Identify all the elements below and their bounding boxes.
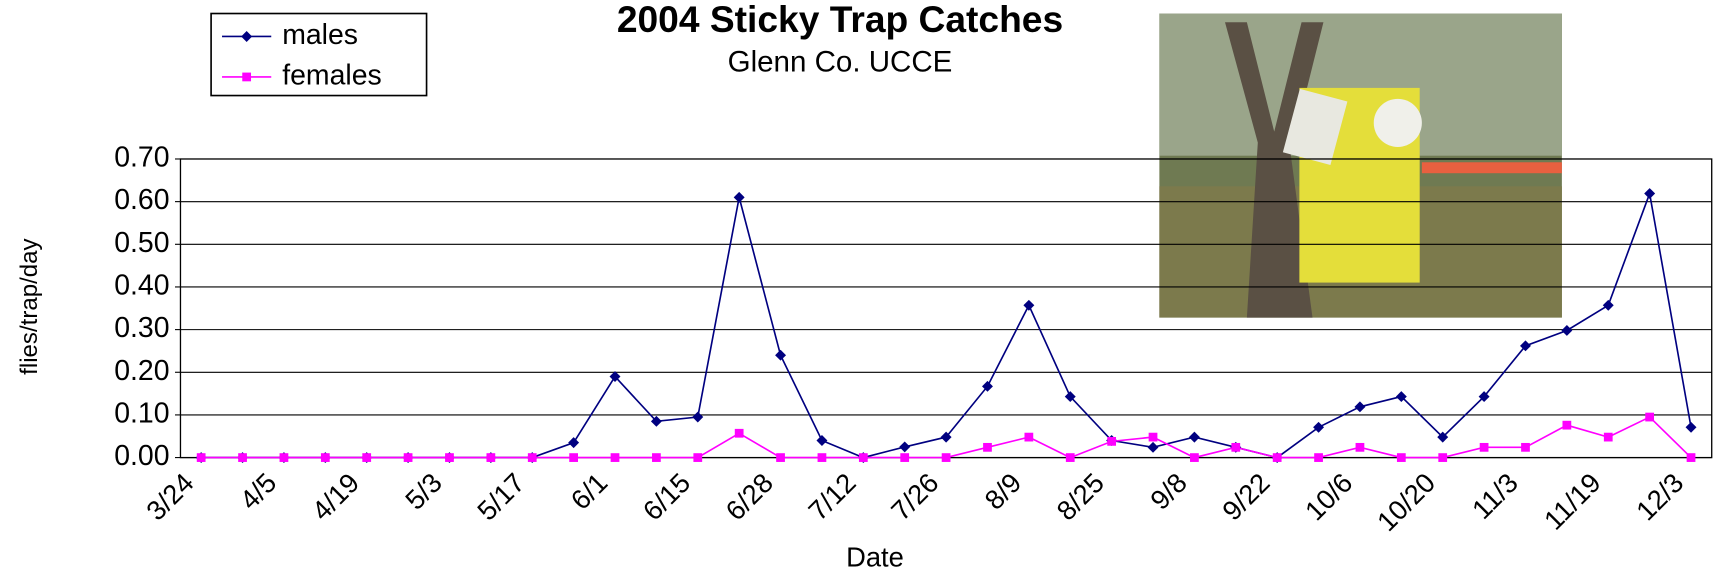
x-tick-label: 11/19: [1538, 467, 1607, 536]
y-tick-label: 0.60: [114, 184, 169, 216]
photo-fence: [1422, 162, 1562, 173]
x-axis-label: Date: [846, 542, 904, 573]
data-point: [1687, 453, 1696, 462]
data-point: [404, 453, 413, 462]
x-tick-label: 11/3: [1466, 467, 1524, 525]
y-tick-label: 0.30: [114, 312, 169, 344]
data-point: [1562, 421, 1571, 430]
data-point: [1314, 453, 1323, 462]
data-point: [1149, 433, 1158, 442]
data-point: [1190, 453, 1199, 462]
data-point: [1066, 453, 1075, 462]
data-point: [1148, 442, 1159, 453]
y-tick-label: 0.20: [114, 355, 169, 387]
data-point: [1023, 300, 1034, 311]
data-point: [1521, 443, 1530, 452]
data-point: [776, 453, 785, 462]
data-point: [1480, 443, 1489, 452]
data-point: [1397, 453, 1406, 462]
data-point: [1231, 443, 1240, 452]
y-tick-label: 0.50: [114, 227, 169, 259]
chart-title: 2004 Sticky Trap Catches: [617, 0, 1063, 40]
data-point: [859, 453, 868, 462]
data-point: [1189, 432, 1200, 443]
x-tick-label: 6/15: [637, 467, 697, 527]
x-tick-label: 3/24: [140, 467, 200, 527]
data-point: [1604, 433, 1613, 442]
data-point: [242, 73, 251, 82]
data-point: [362, 453, 371, 462]
data-point: [1024, 433, 1033, 442]
data-point: [197, 453, 206, 462]
data-point: [1644, 188, 1655, 199]
data-point: [816, 435, 827, 446]
x-tick-label: 5/3: [399, 467, 448, 516]
x-tick-label: 12/3: [1630, 467, 1690, 527]
data-point: [528, 453, 537, 462]
x-tick-label: 7/12: [802, 467, 862, 527]
data-point: [486, 453, 495, 462]
data-point: [1313, 422, 1324, 433]
data-point: [1645, 413, 1654, 422]
x-tick-label: 8/25: [1051, 467, 1111, 527]
data-point: [899, 441, 910, 452]
x-tick-label: 4/5: [234, 467, 283, 516]
data-point: [611, 453, 620, 462]
page: 2004 Sticky Trap Catches Glenn Co. UCCE …: [0, 0, 1715, 575]
data-point: [652, 453, 661, 462]
data-point: [775, 350, 786, 361]
data-point: [900, 453, 909, 462]
data-point: [983, 443, 992, 452]
x-tick-label: 8/9: [978, 467, 1027, 516]
data-point: [818, 453, 827, 462]
data-point: [692, 412, 703, 423]
data-point: [280, 453, 289, 462]
data-point: [1686, 422, 1697, 433]
x-tick-label: 6/28: [719, 467, 779, 527]
data-point: [1561, 325, 1572, 336]
photo: [1159, 14, 1562, 318]
data-point: [445, 453, 454, 462]
data-point: [568, 437, 579, 448]
y-tick-label: 0.40: [114, 269, 169, 301]
data-point: [321, 453, 330, 462]
data-point: [693, 453, 702, 462]
data-point: [1356, 443, 1365, 452]
data-point: [1603, 300, 1614, 311]
x-tick-label: 10/6: [1299, 467, 1359, 527]
data-point: [238, 453, 247, 462]
legend-label: females: [282, 59, 382, 91]
y-axis-label: flies/trap/day: [16, 238, 43, 374]
x-tick-label: 5/17: [471, 467, 531, 527]
x-tick-label: 9/8: [1144, 467, 1193, 516]
data-point: [569, 453, 578, 462]
y-tick-label: 0.00: [114, 440, 169, 472]
chart: 2004 Sticky Trap Catches Glenn Co. UCCE …: [0, 0, 1715, 575]
x-tick-label: 9/22: [1216, 467, 1276, 527]
x-tick-label: 10/20: [1371, 467, 1441, 537]
legend-label: males: [282, 19, 358, 51]
y-tick-label: 0.10: [114, 397, 169, 429]
data-point: [942, 453, 951, 462]
x-tick-label: 7/26: [885, 467, 945, 527]
photo-lure-cap: [1374, 99, 1422, 147]
data-point: [1273, 453, 1282, 462]
data-point: [1438, 453, 1447, 462]
data-point: [1107, 437, 1116, 446]
y-tick-label: 0.70: [114, 142, 169, 174]
legend: males females: [211, 14, 426, 96]
data-point: [1354, 401, 1365, 412]
x-tick-label: 6/1: [565, 467, 614, 516]
x-tick-label: 4/19: [306, 467, 366, 527]
chart-subtitle: Glenn Co. UCCE: [728, 46, 953, 79]
data-point: [735, 429, 744, 438]
